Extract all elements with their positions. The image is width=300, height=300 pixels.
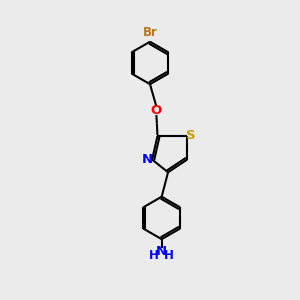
Text: S: S	[186, 129, 196, 142]
Text: N: N	[142, 153, 153, 166]
Text: H: H	[149, 249, 159, 262]
Text: O: O	[151, 104, 162, 117]
Text: N: N	[156, 245, 167, 258]
Text: H: H	[164, 249, 174, 262]
Text: Br: Br	[142, 26, 158, 38]
